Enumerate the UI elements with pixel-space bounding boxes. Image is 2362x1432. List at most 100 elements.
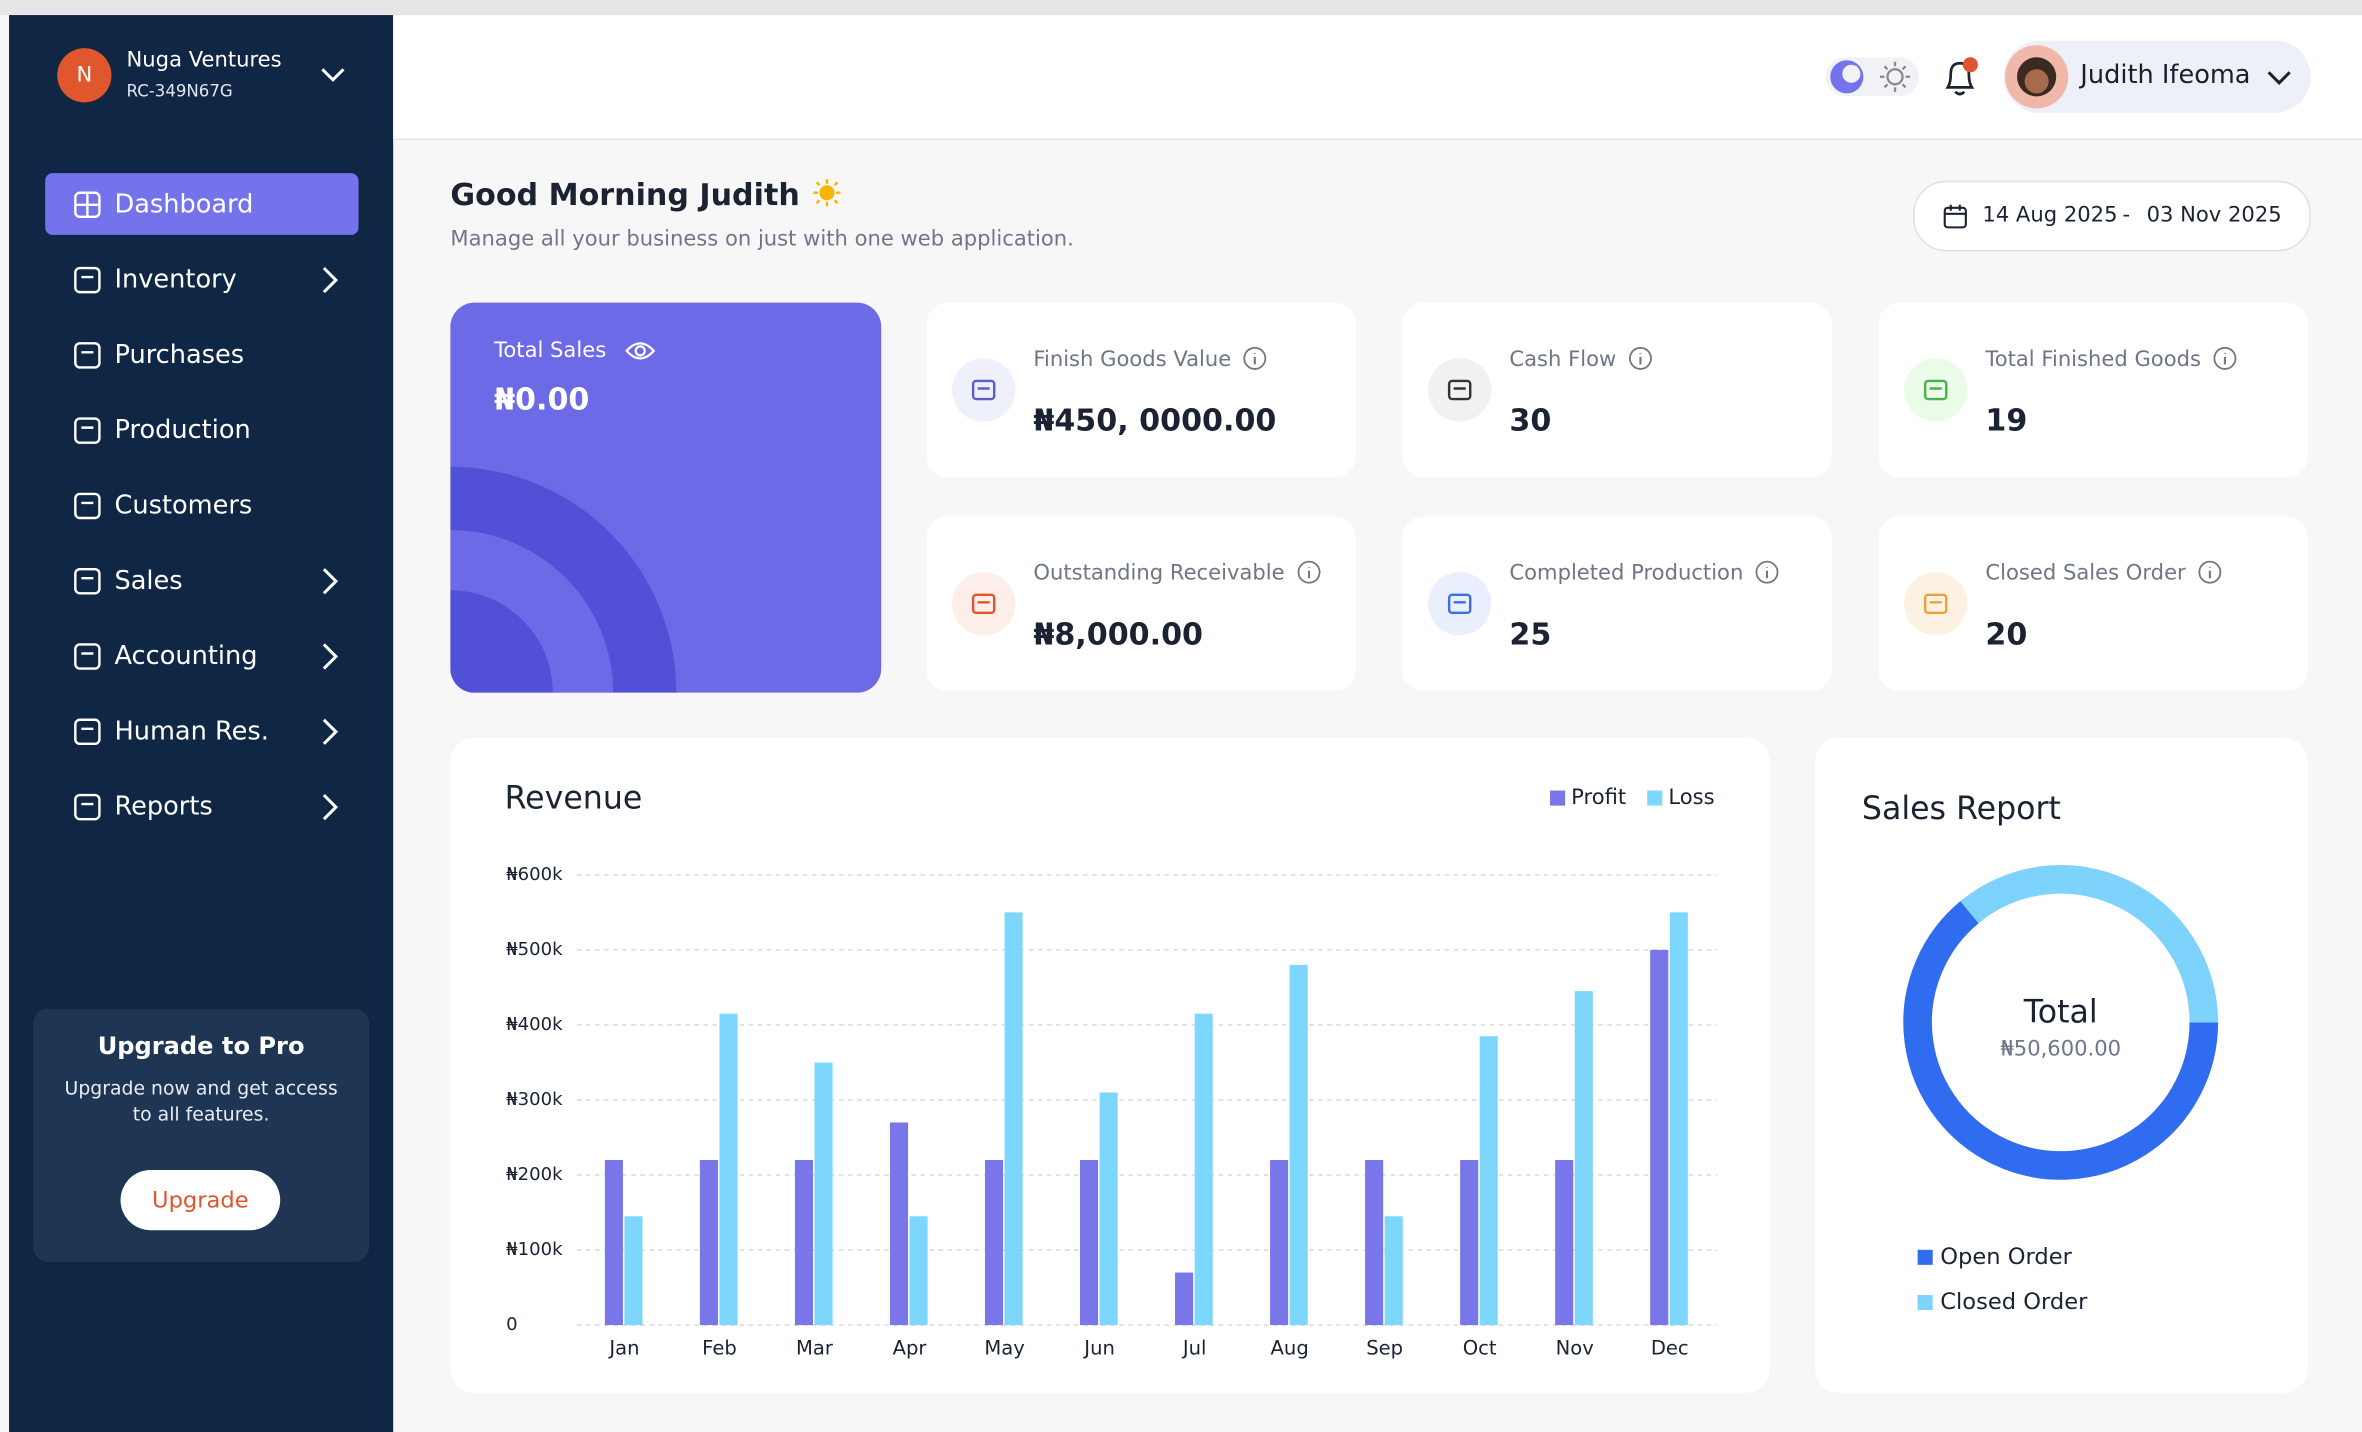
avatar bbox=[2004, 45, 2069, 109]
card-icon bbox=[952, 572, 1016, 636]
card-icon bbox=[1904, 358, 1968, 422]
total-sales-label: Total Sales bbox=[494, 338, 607, 363]
info-icon[interactable] bbox=[1243, 346, 1267, 370]
stat-card: Finish Goods Value ₦450, 0000.00 bbox=[926, 302, 1356, 478]
nav-label: Inventory bbox=[114, 264, 237, 295]
nav-item[interactable]: Sales bbox=[45, 550, 358, 612]
card-decoration bbox=[450, 466, 677, 693]
nav-chevron bbox=[322, 567, 339, 594]
card-icon bbox=[1428, 572, 1492, 636]
stat-card: Outstanding Receivable ₦8,000.00 bbox=[926, 516, 1356, 692]
info-icon[interactable] bbox=[1628, 346, 1652, 370]
nav-chevron bbox=[322, 717, 339, 745]
org-name[interactable]: Nuga Ventures bbox=[126, 48, 282, 73]
nav-label: Reports bbox=[114, 791, 213, 822]
card-label: Outstanding Receivable bbox=[1033, 560, 1321, 586]
nav-item[interactable]: Inventory bbox=[45, 248, 358, 310]
card-label: Closed Sales Order bbox=[1985, 560, 2222, 586]
info-icon[interactable] bbox=[2198, 560, 2222, 584]
nav-icon bbox=[74, 642, 101, 670]
nav-icon bbox=[74, 266, 101, 293]
card-value: 25 bbox=[1509, 615, 1552, 653]
nav-item[interactable]: Purchases bbox=[45, 324, 358, 386]
nav-item[interactable]: Customers bbox=[45, 474, 358, 536]
card-glyph bbox=[1447, 379, 1472, 401]
card-icon bbox=[1904, 572, 1968, 636]
nav-label: Production bbox=[114, 414, 251, 445]
nav-label: Purchases bbox=[114, 339, 245, 370]
visibility-toggle[interactable] bbox=[624, 339, 657, 363]
card-value: 30 bbox=[1509, 402, 1552, 439]
nav-item[interactable]: Reports bbox=[45, 775, 358, 837]
card-label: Finish Goods Value bbox=[1033, 346, 1267, 372]
info-icon[interactable] bbox=[2213, 346, 2237, 370]
nav-icon bbox=[74, 717, 101, 745]
date-separator: - bbox=[2122, 203, 2131, 228]
nav-icon bbox=[74, 793, 101, 820]
window-strip bbox=[0, 0, 2362, 16]
total-sales-card: Total Sales ₦0.00 bbox=[450, 302, 882, 693]
nav-label: Accounting bbox=[114, 640, 258, 671]
nav-chevron bbox=[322, 266, 339, 293]
card-label: Cash Flow bbox=[1509, 346, 1652, 372]
sales-report-panel bbox=[1815, 737, 2308, 1393]
card-value: ₦450, 0000.00 bbox=[1033, 402, 1277, 439]
profile-menu[interactable]: Judith Ifeoma bbox=[2003, 40, 2311, 113]
card-glyph bbox=[971, 379, 996, 401]
notification-bell[interactable] bbox=[1940, 54, 1982, 102]
card-icon bbox=[952, 358, 1016, 422]
profile-chevron bbox=[2267, 71, 2291, 85]
header: Judith Ifeoma bbox=[393, 15, 2362, 141]
nav-item[interactable]: Human Res. bbox=[45, 700, 358, 762]
info-icon[interactable] bbox=[1755, 560, 1779, 584]
card-icon bbox=[1428, 358, 1492, 422]
card-value: ₦8,000.00 bbox=[1033, 615, 1204, 653]
sidebar: N Nuga Ventures RC-349N67G Dashboard Inve… bbox=[9, 15, 394, 1432]
nav-chevron bbox=[322, 793, 339, 820]
upgrade-text: Upgrade now and get access to all featur… bbox=[64, 1076, 338, 1125]
card-glyph bbox=[1923, 379, 1948, 401]
nav-item[interactable]: Accounting bbox=[45, 625, 358, 687]
card-glyph bbox=[971, 593, 996, 615]
nav-label: Dashboard bbox=[114, 188, 254, 220]
theme-toggle[interactable] bbox=[1825, 57, 1920, 97]
card-value: 20 bbox=[1985, 615, 2028, 653]
date-range-picker[interactable]: 14 Aug 2025 - 03 Nov 2025 bbox=[1913, 180, 2311, 252]
greeting-subtitle: Manage all your business on just with on… bbox=[450, 227, 1074, 252]
upgrade-title: Upgrade to Pro bbox=[97, 1031, 305, 1061]
nav-icon bbox=[74, 416, 101, 444]
stat-card: Cash Flow 30 bbox=[1402, 302, 1832, 478]
revenue-panel bbox=[450, 737, 1770, 1393]
nav-label: Human Res. bbox=[114, 715, 269, 747]
card-value: 19 bbox=[1985, 402, 2028, 439]
info-icon[interactable] bbox=[1297, 560, 1321, 584]
nav-label: Sales bbox=[114, 565, 183, 596]
nav-icon bbox=[74, 341, 101, 368]
org-switch[interactable] bbox=[319, 66, 346, 84]
nav-chevron bbox=[322, 642, 339, 669]
user-name: Judith Ifeoma bbox=[2080, 60, 2251, 91]
nav-icon bbox=[74, 491, 101, 519]
greeting-text: Good Morning Judith bbox=[450, 176, 800, 213]
nav-item[interactable]: Production bbox=[45, 399, 358, 461]
card-label: Completed Production bbox=[1509, 560, 1779, 586]
stat-card: Total Finished Goods 19 bbox=[1878, 302, 2308, 478]
upgrade-box: Upgrade to Pro Upgrade now and get acces… bbox=[33, 1008, 370, 1262]
upgrade-button[interactable]: Upgrade bbox=[120, 1169, 281, 1231]
nav-item[interactable]: Dashboard bbox=[45, 173, 359, 235]
card-glyph bbox=[1923, 593, 1948, 615]
nav-label: Customers bbox=[114, 490, 253, 521]
stat-card: Completed Production 25 bbox=[1402, 516, 1832, 692]
org-avatar[interactable]: N bbox=[57, 48, 112, 103]
nav-icon bbox=[74, 567, 101, 594]
sun-emoji bbox=[813, 179, 841, 207]
card-glyph bbox=[1447, 593, 1472, 615]
nav-icon bbox=[74, 190, 101, 218]
calendar-icon bbox=[1943, 204, 1967, 229]
greeting-title: Good Morning Judith bbox=[450, 176, 843, 212]
card-label: Total Finished Goods bbox=[1985, 346, 2237, 372]
date-end: 03 Nov 2025 bbox=[2146, 203, 2282, 228]
date-start: 14 Aug 2025 bbox=[1982, 203, 2118, 228]
